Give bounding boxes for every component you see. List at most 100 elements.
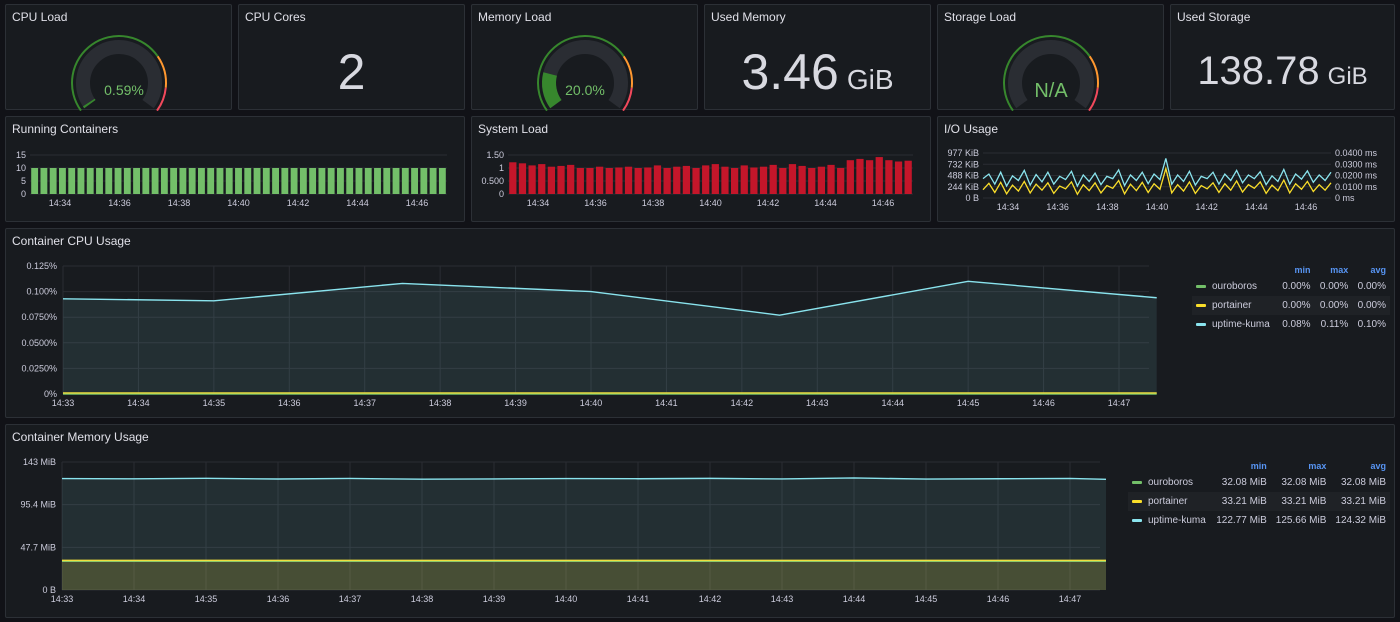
x-tick-label: 14:35 [203,398,226,408]
bar [894,161,903,194]
x-tick-label: 14:47 [1059,594,1082,604]
bar [702,165,710,194]
panel-title: I/O Usage [944,122,999,136]
panel-system-load[interactable]: System Load 1.50 1 0.500 0 14:34 14:36 14:38 14… [471,116,931,222]
gauge-value: N/A [1034,80,1068,102]
x-tick-label: 14:47 [1108,398,1131,408]
bar [576,168,584,194]
y-tick-label: 0.0250% [21,363,57,373]
legend-header-min[interactable]: min [1294,265,1311,275]
legend-header-avg[interactable]: avg [1370,461,1386,471]
io-series-line [982,158,1332,188]
bar [364,168,372,194]
panel-title: Memory Load [478,10,552,24]
gauge-threshold-ok [71,35,159,111]
x-tick-label: 14:33 [52,398,75,408]
panel-cpu-load[interactable]: CPU Load 0.59% [5,4,232,111]
y-tick-label: 244 KiB [947,182,979,192]
bar [624,166,633,194]
bar [817,166,826,194]
legend-header-avg[interactable]: avg [1370,265,1386,275]
series-area [62,477,1106,590]
legend-header-max[interactable]: max [1308,461,1327,471]
gauge-value: 0.59% [104,82,144,98]
legend-item[interactable]: uptime-kuma 122.77 MiB 125.66 MiB 124.32 Mi… [1128,511,1390,530]
bar [692,168,700,194]
legend-item[interactable]: ouroboros 32.08 MiB 32.08 MiB 32.08 MiB [1128,473,1390,492]
bar [383,168,391,194]
x-tick-label: 14:36 [584,198,607,208]
bar [207,168,215,194]
x-tick-label: 14:39 [504,398,527,408]
legend-item[interactable]: uptime-kuma 0.08% 0.11% 0.10% [1192,315,1390,334]
legend-header-max[interactable]: max [1330,265,1349,275]
running-containers-chart: 15 10 5 0 14:34 14:36 14:38 14:40 14:42 14:44 14:4… [16,150,447,208]
panel-title: Used Memory [711,10,786,24]
x-tick-label: 14:35 [195,594,218,604]
x-tick-label: 14:37 [339,594,362,604]
panel-used-storage[interactable]: Used Storage 138.78 GiB [1170,4,1395,110]
panel-used-memory[interactable]: Used Memory 3.46 GiB [704,4,931,110]
bar [198,168,205,194]
bar [31,168,39,194]
legend-header-min[interactable]: min [1250,461,1267,471]
x-tick-label: 14:44 [881,398,904,408]
panel-title: Running Containers [12,122,119,136]
x-tick-label: 14:46 [1032,398,1055,408]
y-tick-label: 488 KiB [947,171,979,181]
legend-item[interactable]: ouroboros 0.00% 0.00% 0.00% [1192,277,1390,296]
legend-item[interactable]: portainer 33.21 MiB 33.21 MiB 33.21 MiB [1128,492,1390,511]
bar [740,165,748,194]
bar [68,168,76,194]
gauge-threshold-crit [1088,87,1099,111]
panel-container-memory-usage[interactable]: Container Memory Usage 143 MiB 95.4 MiB 47… [5,424,1395,618]
x-tick-label: 14:36 [278,398,301,408]
y-tick-label: 143 MiB [23,457,56,467]
bar [586,168,594,194]
x-tick-label: 14:43 [806,398,829,408]
cpu-load-gauge: 0.59% [71,35,167,111]
bar [856,158,864,194]
panel-container-cpu-usage[interactable]: Container CPU Usage 0.125% 0.100% 0.0750% 0… [5,228,1395,418]
x-tick-label: 14:37 [353,398,376,408]
x-tick-label: 14:45 [915,594,938,604]
panel-io-usage[interactable]: I/O Usage 977 KiB 732 KiB 488 KiB 244 KiB 0 … [937,116,1395,222]
bar [788,164,797,194]
y-tick-label: 5 [21,176,26,186]
panel-title: CPU Load [12,10,68,24]
gauge-threshold-crit [622,87,633,111]
bar [411,168,418,194]
bar [309,168,317,194]
memory-legend: min max avg ouroboros 32.08 MiB 32.08 MiB 32.… [1128,459,1390,530]
legend-item[interactable]: portainer 0.00% 0.00% 0.00% [1192,296,1390,315]
bar [346,168,354,194]
bar [865,160,874,194]
series-swatch [1196,322,1206,326]
bar [634,168,642,194]
panel-running-containers[interactable]: Running Containers 15 10 5 0 14:34 14:36 14:38… [5,116,465,222]
x-tick-label: 14:46 [1295,202,1318,212]
panel-storage-load[interactable]: Storage Load N/A [937,4,1164,111]
gauge-threshold-warn [156,55,167,88]
bar [401,168,409,194]
bar [142,168,150,194]
x-tick-label: 14:34 [127,398,150,408]
gauge-threshold-ok [537,35,625,111]
panel-cpu-cores[interactable]: CPU Cores 2 [238,4,465,110]
panel-title: CPU Cores [245,10,306,24]
bar [653,165,662,194]
bar [262,168,270,194]
bar [216,168,224,194]
panel-memory-load[interactable]: Memory Load 20.0% [471,4,698,111]
cpu-legend: min max avg ouroboros 0.00% 0.00% 0.00% porta… [1192,263,1390,334]
bar [595,166,604,194]
system-load-chart: 1.50 1 0.500 0 14:34 14:36 14:38 14:40 14:42 14:4… [481,150,913,208]
x-tick-label: 14:44 [1245,202,1268,212]
bar [374,168,381,194]
bar [875,157,883,194]
stat-value: 2 [337,44,366,100]
bar [337,168,344,194]
io-series-line [982,165,1332,196]
bar [253,168,261,194]
